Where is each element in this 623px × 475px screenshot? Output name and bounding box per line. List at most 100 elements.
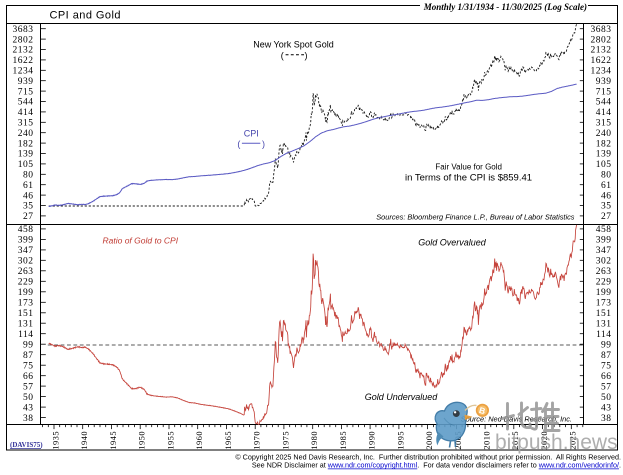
svg-text:939: 939	[18, 77, 34, 87]
svg-text:2020: 2020	[539, 431, 549, 450]
svg-text:27: 27	[601, 212, 612, 222]
svg-text:99: 99	[601, 340, 612, 350]
svg-text:2802: 2802	[13, 35, 34, 45]
svg-text:66: 66	[601, 372, 612, 382]
svg-text:302: 302	[596, 257, 612, 267]
svg-text:43: 43	[23, 403, 34, 413]
svg-text:1940: 1940	[79, 431, 89, 450]
svg-text:1960: 1960	[194, 431, 204, 450]
svg-text:66: 66	[23, 372, 34, 382]
svg-text:131: 131	[596, 319, 612, 329]
svg-text:173: 173	[18, 299, 34, 309]
svg-text:1965: 1965	[223, 431, 233, 450]
svg-text:114: 114	[596, 330, 611, 340]
svg-text:302: 302	[18, 257, 34, 267]
svg-text:1622: 1622	[13, 56, 34, 66]
svg-text:35: 35	[601, 202, 612, 212]
svg-text:263: 263	[596, 267, 612, 277]
svg-text:2025: 2025	[568, 431, 578, 450]
svg-text:1985: 1985	[338, 431, 348, 450]
svg-text:Ratio of Gold to CPI: Ratio of Gold to CPI	[103, 236, 179, 246]
svg-text:182: 182	[18, 139, 34, 149]
svg-text:315: 315	[18, 119, 34, 129]
svg-text:939: 939	[596, 77, 612, 87]
svg-text:): )	[305, 51, 308, 61]
svg-text:2015: 2015	[510, 431, 520, 450]
svg-text:Gold Undervalued: Gold Undervalued	[365, 392, 439, 402]
svg-text:1990: 1990	[367, 431, 377, 450]
svg-text:75: 75	[601, 361, 612, 371]
svg-text:New York Spot Gold: New York Spot Gold	[253, 40, 334, 50]
svg-text:240: 240	[596, 129, 612, 139]
svg-text:139: 139	[596, 150, 612, 160]
svg-text:80: 80	[601, 171, 612, 181]
svg-text:99: 99	[23, 340, 34, 350]
svg-text:61: 61	[601, 181, 612, 191]
svg-text:229: 229	[596, 278, 612, 288]
svg-text:2000: 2000	[424, 431, 434, 450]
svg-text:): )	[262, 139, 265, 149]
svg-text:458: 458	[18, 225, 34, 235]
svg-text:50: 50	[23, 393, 34, 403]
svg-text:105: 105	[18, 160, 34, 170]
svg-text:2010: 2010	[482, 431, 492, 450]
svg-text:399: 399	[596, 236, 612, 246]
svg-text:1935: 1935	[50, 431, 60, 450]
svg-text:1980: 1980	[309, 431, 319, 450]
svg-text:Source: Ned Davis Research, In: Source: Ned Davis Research, Inc.	[461, 414, 572, 423]
svg-text:38: 38	[601, 414, 612, 424]
svg-text:Gold Overvalued: Gold Overvalued	[418, 238, 487, 248]
svg-text:131: 131	[18, 319, 34, 329]
svg-text:in Terms of the CPI is $859.41: in Terms of the CPI is $859.41	[405, 172, 532, 183]
svg-text:57: 57	[601, 382, 612, 392]
svg-text:2132: 2132	[13, 46, 34, 56]
svg-text:(DAVIS75): (DAVIS75)	[10, 441, 43, 449]
svg-text:399: 399	[18, 236, 34, 246]
svg-text:544: 544	[596, 98, 612, 108]
svg-text:CPI: CPI	[244, 129, 259, 139]
svg-text:173: 173	[596, 299, 612, 309]
svg-text:35: 35	[23, 202, 34, 212]
svg-text:1950: 1950	[137, 431, 147, 450]
svg-text:1955: 1955	[165, 431, 175, 450]
svg-text:CPI and Gold: CPI and Gold	[50, 10, 121, 22]
svg-text:544: 544	[18, 98, 34, 108]
svg-text:87: 87	[23, 351, 34, 361]
svg-text:bitpush.news: bitpush.news	[495, 431, 618, 454]
svg-text:315: 315	[596, 119, 612, 129]
svg-text:Sources: Bloomberg Finance L.P: Sources: Bloomberg Finance L.P., Bureau …	[376, 213, 575, 222]
svg-text:1234: 1234	[13, 67, 34, 77]
svg-text:715: 715	[18, 87, 34, 97]
svg-text:46: 46	[601, 191, 612, 201]
svg-text:229: 229	[18, 278, 34, 288]
svg-text:Fair Value for Gold: Fair Value for Gold	[435, 162, 502, 171]
svg-text:1995: 1995	[395, 431, 405, 450]
svg-text:347: 347	[18, 246, 34, 256]
svg-text:(: (	[237, 139, 240, 149]
svg-text:50: 50	[601, 393, 612, 403]
svg-text:114: 114	[18, 330, 33, 340]
svg-text:© Copyright 2025 Ned Davis Res: © Copyright 2025 Ned Davis Research, Inc…	[235, 453, 621, 462]
svg-text:See NDR Disclaimer at www.ndr.: See NDR Disclaimer at www.ndr.com/copyri…	[252, 461, 621, 470]
svg-text:2132: 2132	[591, 46, 612, 56]
svg-text:46: 46	[23, 191, 34, 201]
svg-text:57: 57	[23, 382, 34, 392]
svg-text:105: 105	[596, 160, 612, 170]
svg-text:27: 27	[23, 212, 34, 222]
svg-text:(: (	[281, 51, 284, 61]
svg-text:75: 75	[23, 361, 34, 371]
svg-text:347: 347	[596, 246, 612, 256]
svg-text:199: 199	[596, 288, 612, 298]
svg-text:87: 87	[601, 351, 612, 361]
svg-text:3683: 3683	[591, 25, 612, 35]
svg-text:240: 240	[18, 129, 34, 139]
svg-text:1945: 1945	[108, 431, 118, 450]
svg-text:2802: 2802	[591, 35, 612, 45]
svg-text:151: 151	[596, 309, 612, 319]
svg-text:1622: 1622	[591, 56, 612, 66]
svg-text:715: 715	[596, 87, 612, 97]
svg-text:3683: 3683	[13, 25, 34, 35]
svg-text:B: B	[478, 405, 487, 416]
svg-text:80: 80	[23, 171, 34, 181]
svg-text:458: 458	[596, 225, 612, 235]
